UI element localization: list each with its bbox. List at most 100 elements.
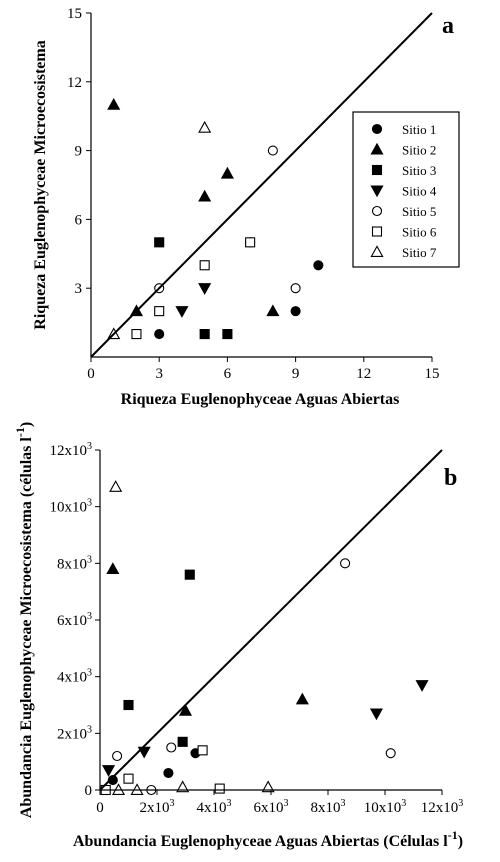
panel-b-y-tick-label: 0 [85,783,93,799]
panel-b-point [340,558,351,569]
panel-a-x-tick-label: 6 [224,366,232,382]
panel-b-point [106,562,120,575]
panel-a-point [267,145,278,156]
panel-b-y-axis-title-main: Abundancia Euglenophyceae Microecosistem… [18,437,35,819]
panel-a-point [198,283,212,295]
legend-marker [370,142,384,155]
panel-b-y-tick-label: 12x103 [50,441,93,459]
panel-a-point [154,306,165,317]
panel-a-y-tick-label: 12 [67,75,82,91]
panel-a-y-tick-label: 15 [67,6,82,22]
panel-b-x-tick-label: 6x103 [254,798,289,816]
panel-a-point [107,98,121,110]
panel-b-point [197,745,208,756]
panel-a-reference-line [90,12,433,358]
legend-label: Sitio 5 [402,204,436,219]
panel-b-x-tick-label: 4x103 [197,798,232,816]
panel-a-point [131,329,142,340]
panel-a-y-tick-label: 6 [75,212,83,228]
panel-b-point [176,780,190,793]
panel-a-x-tick-label: 12 [356,366,371,382]
legend-label: Sitio 7 [402,245,437,260]
panel-b-x-axis-title: Abundancia Euglenophyceae Aguas Abiertas… [73,828,463,850]
panel-a-y-tick-label: 3 [75,281,83,297]
panel-a-x-tick-label: 3 [155,366,163,382]
panel-b-x-axis-title-end: ) [458,833,463,850]
panel-a-point [175,306,189,318]
panel-a-point [290,306,301,317]
panel-b-point [123,773,134,784]
panel-a-point [199,260,210,271]
legend-label: Sitio 3 [402,163,436,178]
panel-b-x-axis-title-main: Abundancia Euglenophyceae Aguas Abiertas… [73,833,448,850]
legend-marker [371,205,383,217]
legend-label: Sitio 6 [402,225,437,240]
panel-a-y-axis-title: Riqueza Euglenophyceae Microecosistema [32,40,49,329]
panel-a-point [222,329,233,340]
panel-a-x-tick-label: 0 [87,366,95,382]
panel-a-point [220,166,234,179]
panel-a-point [198,189,212,202]
panel-b-y-tick-label: 2x103 [57,724,92,742]
panel-a-x-tick-label: 9 [292,366,300,382]
panel-b-point [184,569,195,580]
legend-marker [370,185,384,198]
panel-b-point [109,480,123,492]
panel-b-y-ticks: 0 2x103 4x103 6x103 8x103 10x103 12x103 [50,441,100,799]
panel-a-point [199,329,210,340]
panel-b-point [123,699,134,711]
panel-a-point [313,260,324,271]
panel-b-x-tick-label: 2x103 [140,798,175,816]
panel-b-point [166,742,177,753]
panel-b-point [177,736,188,747]
panel-a-x-axis-title: Riqueza Euglenophyceae Aguas Abiertas [121,391,400,408]
panel-b-point [102,765,116,777]
panel-a-letter: a [442,13,454,39]
panel-b-point [369,708,383,721]
panel-a-point [154,237,165,248]
legend-box [352,111,460,268]
panel-a-x-ticks: 0 3 6 9 12 15 [87,357,440,382]
legend-items: Sitio 1 Sitio 2 Sitio 3 Sitio 4 Sitio 5 Sitio… [370,122,437,260]
panel-b-y-tick-label: 10x103 [50,498,93,516]
legend-marker [371,226,383,237]
panel-b-x-tick-label: 12x103 [421,798,464,816]
panel-b-point [385,748,396,759]
panel-a-point [198,120,212,133]
panel-b-point [214,783,225,794]
panel-b-y-axis-title: Abundancia Euglenophyceae Microecosistem… [13,422,35,818]
panel-b-point [107,775,118,786]
legend-label: Sitio 1 [402,122,436,137]
panel-a-point [290,283,301,294]
panel-b-x-ticks: 0 2x103 4x103 6x103 8x103 10x103 12x103 [96,790,463,816]
panel-b-y-tick-label: 4x103 [57,668,92,686]
panel-b-point [112,750,123,762]
panel-b-point [261,780,275,793]
panel-a-point [245,237,256,248]
panel-b-x-axis-title-sup: -1 [448,828,458,842]
panel-b-point [415,680,429,692]
panel-a-point [154,329,165,340]
panel-a-x-tick-label: 15 [425,366,440,382]
panel-b-reference-line [99,449,443,791]
panel-b-y-tick-label: 6x103 [57,611,92,629]
legend-marker [371,164,383,176]
panel-b-y-tick-label: 8x103 [57,554,92,572]
panel-b-point [178,703,193,716]
legend-label: Sitio 4 [402,184,437,199]
panel-b-y-axis-title-end: ) [18,422,35,427]
panel-b-x-tick-label: 10x103 [364,798,407,816]
legend-label: Sitio 2 [402,143,436,158]
panel-a-marks [107,98,324,340]
panel-b-marks [100,480,429,796]
panel-a-y-tick-label: 9 [75,144,83,160]
panel-a-y-ticks: 3 6 9 12 15 [67,6,91,297]
panel-b-chart: b 0 2x103 4x103 6x103 8x103 10x103 12x103 0 2x1… [13,422,463,850]
legend: Sitio 1 Sitio 2 Sitio 3 Sitio 4 Sitio 5 Sitio… [352,111,460,268]
panel-b-letter: b [444,465,457,491]
panel-a-point [266,304,280,317]
panel-b-point [295,692,309,705]
panel-a-chart: a 0 3 6 9 12 15 3 6 9 12 15 Riqueza Euglenophycea… [32,6,460,408]
panel-b-x-tick-label: 8x103 [311,798,346,816]
